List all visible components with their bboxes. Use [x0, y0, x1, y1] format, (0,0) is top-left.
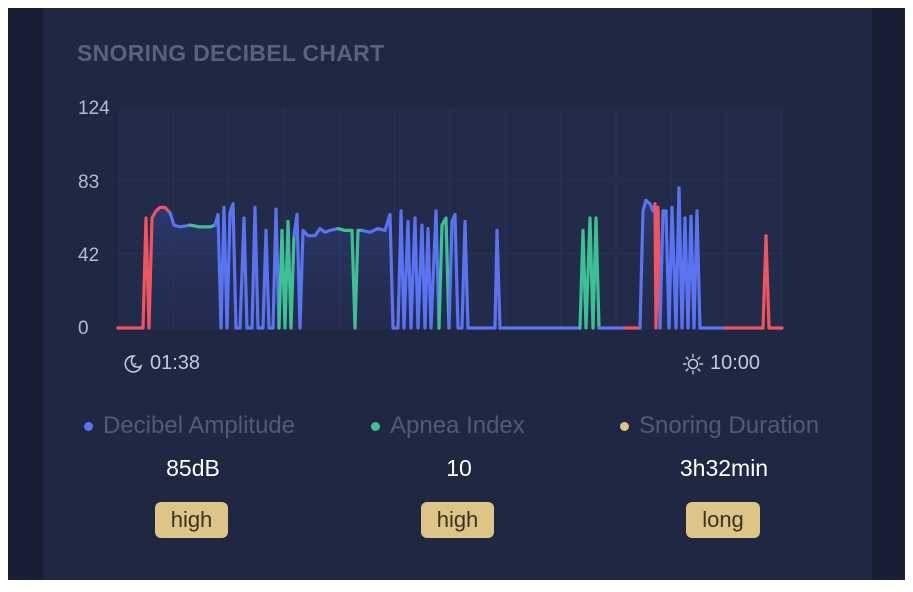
snoring-line — [653, 202, 662, 330]
snoring-duration-value: 3h32min — [679, 455, 769, 481]
legend-dot — [84, 421, 93, 431]
snoring-line — [723, 234, 784, 330]
y-tick-label: 42 — [78, 245, 100, 266]
legend-label: Snoring Duration — [639, 412, 820, 439]
apnea-index-line — [578, 216, 601, 330]
decibel-amplitude-line — [447, 212, 502, 330]
legend-snoring-duration: Snoring Duration — [620, 412, 819, 440]
svg-text:z: z — [133, 361, 137, 369]
start-time: z 01:38 — [122, 352, 200, 375]
end-time: 10:00 — [682, 352, 760, 375]
decibel-amplitude-line — [658, 186, 702, 330]
apnea-index-line — [437, 216, 451, 330]
snoring-duration-badge: long — [686, 502, 760, 538]
decibel-amplitude-line — [638, 198, 657, 330]
apnea-index-line — [188, 223, 217, 229]
legend-label: Apnea Index — [390, 412, 525, 439]
decibel-amplitude-value: 85dB — [166, 455, 220, 481]
chart-title: SNORING DECIBEL CHART — [77, 40, 385, 66]
apnea-index-badge: high — [421, 502, 494, 538]
decibel-amplitude-line — [360, 209, 441, 330]
apnea-index-line — [277, 219, 296, 330]
decibel-amplitude-line — [213, 202, 281, 330]
start-time-label: 01:38 — [150, 352, 201, 374]
legend-decibel-amplitude: Decibel Amplitude — [84, 412, 295, 440]
y-tick-label: 124 — [78, 98, 110, 119]
legend-apnea-index: Apnea Index — [371, 412, 525, 440]
y-tick-label: 0 — [78, 318, 89, 339]
snoring-line — [116, 205, 172, 330]
decibel-amplitude-badge: high — [155, 502, 228, 538]
end-time-label: 10:00 — [710, 352, 761, 374]
sun-icon — [682, 353, 704, 375]
legend-dot — [620, 421, 629, 431]
legend-dot — [371, 421, 380, 431]
y-tick-label: 83 — [78, 172, 100, 193]
decibel-amplitude-line — [292, 212, 340, 330]
decibel-amplitude-line — [168, 211, 192, 229]
apnea-index-line — [336, 227, 364, 330]
moon-sleep-icon: z — [122, 353, 144, 375]
apnea-index-value: 10 — [446, 455, 472, 481]
legend-label: Decibel Amplitude — [103, 412, 296, 439]
